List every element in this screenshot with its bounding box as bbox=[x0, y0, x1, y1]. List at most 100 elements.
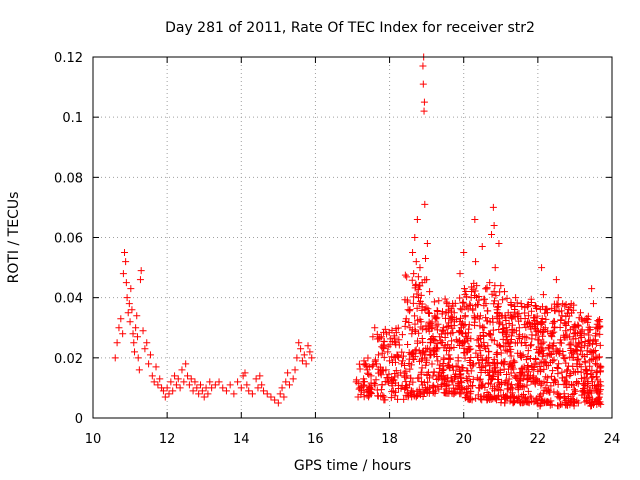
data-point bbox=[459, 364, 467, 372]
data-point bbox=[420, 98, 428, 106]
data-point bbox=[527, 307, 535, 315]
data-point bbox=[478, 341, 486, 349]
data-point bbox=[417, 368, 425, 376]
data-point bbox=[464, 305, 472, 313]
data-point bbox=[432, 322, 440, 330]
data-point bbox=[452, 388, 460, 396]
data-point bbox=[439, 326, 447, 334]
data-point bbox=[386, 357, 394, 365]
data-point bbox=[122, 258, 130, 266]
data-point bbox=[511, 339, 519, 347]
data-point bbox=[581, 359, 589, 367]
data-point bbox=[237, 384, 245, 392]
data-point bbox=[180, 378, 188, 386]
data-point bbox=[460, 249, 468, 257]
data-point bbox=[362, 362, 370, 370]
data-point bbox=[489, 359, 497, 367]
data-point bbox=[293, 354, 301, 362]
data-point bbox=[503, 371, 511, 379]
data-point bbox=[541, 309, 549, 317]
data-point bbox=[560, 319, 568, 327]
axes: 10 12 14 16 18 20 22 24 0 0.02 0.04 0.06 0.08 0.1 0.12 bbox=[54, 51, 620, 447]
data-point bbox=[445, 319, 453, 327]
data-point bbox=[476, 343, 484, 351]
y-tick-label: 0.1 bbox=[62, 111, 83, 126]
data-point bbox=[596, 323, 604, 331]
data-point bbox=[368, 362, 376, 370]
data-point bbox=[479, 323, 487, 331]
data-point bbox=[410, 270, 418, 278]
data-point bbox=[514, 349, 522, 357]
data-point bbox=[526, 392, 534, 400]
data-point bbox=[560, 381, 568, 389]
data-point bbox=[525, 368, 533, 376]
data-point bbox=[126, 318, 134, 326]
data-point bbox=[137, 267, 145, 275]
data-point bbox=[585, 339, 593, 347]
data-point bbox=[486, 279, 494, 287]
data-point bbox=[466, 300, 474, 308]
data-point bbox=[554, 380, 562, 388]
data-point bbox=[461, 312, 469, 320]
data-point bbox=[545, 350, 553, 358]
data-point bbox=[402, 378, 410, 386]
data-point bbox=[388, 388, 396, 396]
data-point bbox=[588, 374, 596, 382]
data-point bbox=[365, 363, 373, 371]
data-point bbox=[589, 373, 597, 381]
data-point bbox=[584, 318, 592, 326]
data-point bbox=[379, 341, 387, 349]
data-point bbox=[559, 300, 567, 308]
data-point bbox=[418, 306, 426, 314]
data-point bbox=[206, 378, 214, 386]
data-point bbox=[489, 374, 497, 382]
data-point bbox=[596, 398, 604, 406]
data-point bbox=[119, 330, 127, 338]
data-point bbox=[555, 360, 563, 368]
data-point bbox=[492, 292, 500, 300]
data-point bbox=[412, 280, 420, 288]
data-point bbox=[456, 305, 464, 313]
data-point bbox=[429, 372, 437, 380]
data-point bbox=[588, 355, 596, 363]
data-point bbox=[485, 366, 493, 374]
data-point bbox=[440, 354, 448, 362]
data-point bbox=[483, 317, 491, 325]
data-point bbox=[379, 328, 387, 336]
data-point bbox=[505, 319, 513, 327]
data-point bbox=[456, 294, 464, 302]
data-point bbox=[409, 350, 417, 358]
data-point bbox=[419, 62, 427, 70]
data-point bbox=[475, 342, 483, 350]
data-point bbox=[408, 276, 416, 284]
data-point bbox=[121, 249, 129, 257]
data-point bbox=[562, 300, 570, 308]
data-point bbox=[404, 340, 412, 348]
data-point bbox=[412, 258, 420, 266]
data-point bbox=[384, 374, 392, 382]
data-point bbox=[527, 355, 535, 363]
data-point bbox=[448, 313, 456, 321]
data-point bbox=[425, 374, 433, 382]
data-point bbox=[532, 303, 540, 311]
data-point bbox=[535, 392, 543, 400]
data-point bbox=[549, 367, 557, 375]
data-point bbox=[434, 357, 442, 365]
data-point bbox=[365, 387, 373, 395]
data-point bbox=[304, 342, 312, 350]
data-point bbox=[163, 384, 171, 392]
data-point bbox=[548, 304, 556, 312]
data-point bbox=[430, 344, 438, 352]
data-point bbox=[479, 331, 487, 339]
data-point bbox=[454, 354, 462, 362]
data-point bbox=[478, 396, 486, 404]
data-point bbox=[516, 398, 524, 406]
data-point bbox=[467, 388, 475, 396]
data-point bbox=[475, 376, 483, 384]
data-point bbox=[459, 298, 467, 306]
data-point bbox=[417, 291, 425, 299]
data-point bbox=[418, 300, 426, 308]
data-points bbox=[111, 53, 605, 410]
data-point bbox=[454, 363, 462, 371]
data-point bbox=[486, 330, 494, 338]
